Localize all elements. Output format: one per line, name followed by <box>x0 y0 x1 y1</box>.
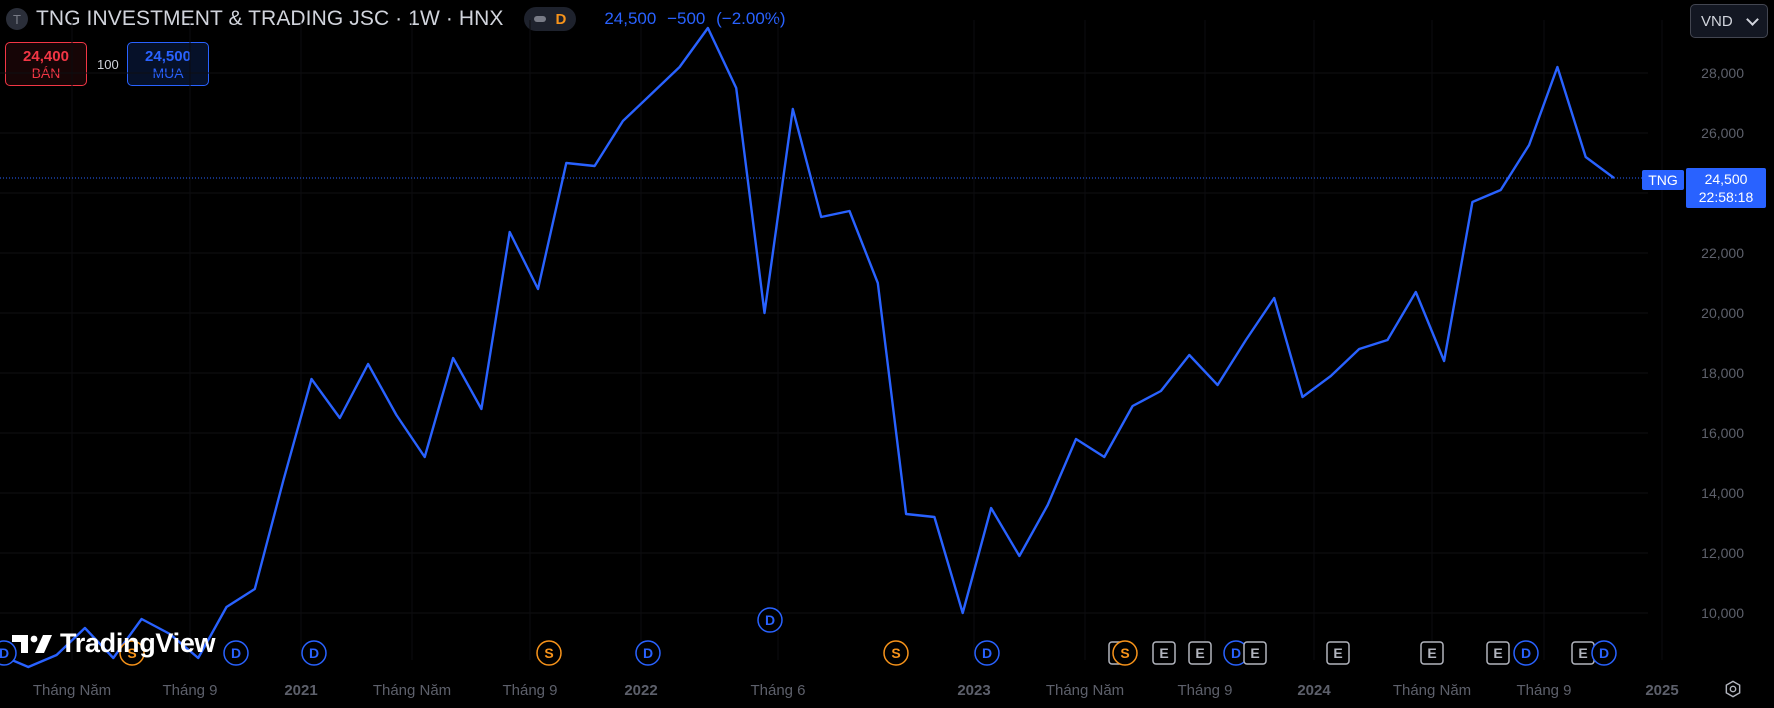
event-markers: DSDDSDDSDEESEDEEEEDED <box>0 607 1617 666</box>
time-axis[interactable]: Tháng Năm Tháng 9 2021 Tháng Năm Tháng 9 2022… <box>33 682 1679 699</box>
chart-grid <box>0 20 1663 660</box>
currency-value: VND <box>1701 12 1733 30</box>
svg-text:E: E <box>1159 645 1168 661</box>
event-marker-e[interactable]: E <box>1326 641 1350 665</box>
x-tick-label: Tháng Năm <box>1393 682 1471 699</box>
svg-text:D: D <box>643 645 653 661</box>
y-tick-label: 28,000 <box>1701 65 1744 81</box>
x-tick-label: Tháng 9 <box>162 682 217 699</box>
buy-button[interactable]: 24,500 MUA <box>127 42 209 86</box>
last-price: 24,500 <box>604 9 657 28</box>
x-tick-label: 2021 <box>284 682 317 699</box>
svg-text:S: S <box>127 645 136 661</box>
svg-text:S: S <box>544 645 553 661</box>
price-change-percent: (−2.00%) <box>716 9 786 28</box>
buy-price: 24,500 <box>145 47 191 65</box>
y-tick-label: 14,000 <box>1701 485 1744 501</box>
sell-button[interactable]: 24,400 BÁN <box>5 42 87 86</box>
current-price-label: 24,500 <box>1705 171 1748 187</box>
svg-text:E: E <box>1250 645 1259 661</box>
tradingview-wordmark: TradingView <box>60 628 216 658</box>
svg-text:D: D <box>1599 645 1609 661</box>
price-series-line <box>0 26 1615 669</box>
event-marker-d[interactable]: D <box>1513 640 1539 666</box>
svg-text:S: S <box>891 645 900 661</box>
event-marker-d[interactable]: D <box>974 640 1000 666</box>
tradingview-icon <box>12 634 52 653</box>
event-marker-e[interactable]: E <box>1420 641 1444 665</box>
x-tick-label: Tháng Năm <box>33 682 111 699</box>
y-tick-label: 18,000 <box>1701 365 1744 381</box>
symbol-label: TNG <box>1648 172 1678 188</box>
event-marker-s[interactable]: S <box>119 640 145 666</box>
x-tick-label: Tháng 9 <box>1177 682 1232 699</box>
settings-icon[interactable] <box>1724 680 1742 698</box>
market-status-pill[interactable]: D <box>523 7 577 31</box>
tradingview-logo[interactable]: TradingView <box>10 628 216 659</box>
svg-text:E: E <box>1493 645 1502 661</box>
x-tick-label: Tháng 9 <box>1516 682 1571 699</box>
x-tick-label: Tháng 9 <box>502 682 557 699</box>
symbol-logo[interactable]: T <box>6 8 28 30</box>
dividend-indicator: D <box>555 10 567 28</box>
sell-price: 24,400 <box>23 47 69 65</box>
y-tick-label: 16,000 <box>1701 425 1744 441</box>
x-tick-label: 2023 <box>957 682 990 699</box>
svg-text:E: E <box>1427 645 1436 661</box>
event-marker-e[interactable]: E <box>1486 641 1510 665</box>
trade-buttons: 24,400 BÁN 100 24,500 MUA <box>5 42 209 86</box>
y-tick-label: 12,000 <box>1701 545 1744 561</box>
svg-text:E: E <box>1578 645 1587 661</box>
svg-text:D: D <box>309 645 319 661</box>
price-axis[interactable]: 28,00026,00024,00022,00020,00018,00016,0… <box>1701 65 1744 621</box>
price-change: −500 <box>667 9 706 28</box>
svg-text:D: D <box>231 645 241 661</box>
svg-text:D: D <box>0 645 9 661</box>
symbol-price-label: TNG 24,500 22:58:18 <box>1642 168 1766 208</box>
bar-countdown: 22:58:18 <box>1699 189 1754 205</box>
event-marker-s[interactable]: S <box>1112 640 1138 666</box>
y-tick-label: 22,000 <box>1701 245 1744 261</box>
minus-icon <box>533 16 546 22</box>
y-tick-label: 20,000 <box>1701 305 1744 321</box>
x-tick-label: Tháng Năm <box>1046 682 1124 699</box>
svg-text:D: D <box>1521 645 1531 661</box>
event-marker-e[interactable]: E <box>1188 641 1212 665</box>
order-quantity[interactable]: 100 <box>97 56 119 72</box>
event-marker-d[interactable]: D <box>1591 640 1617 666</box>
x-tick-label: Tháng Năm <box>373 682 451 699</box>
currency-select[interactable]: VND <box>1690 4 1768 38</box>
svg-text:D: D <box>1231 645 1241 661</box>
y-tick-label: 26,000 <box>1701 125 1744 141</box>
svg-text:E: E <box>1195 645 1204 661</box>
price-quote: 24,500 −500 (−2.00%) <box>604 9 791 29</box>
event-marker-s[interactable]: S <box>883 640 909 666</box>
y-tick-label: 10,000 <box>1701 605 1744 621</box>
x-tick-label: Tháng 6 <box>750 682 805 699</box>
event-marker-d[interactable]: D <box>0 640 17 666</box>
event-marker-d[interactable]: D <box>757 607 783 633</box>
x-tick-label: 2024 <box>1297 682 1331 699</box>
chart-header: T TNG INVESTMENT & TRADING JSC · 1W · HN… <box>6 6 792 32</box>
svg-text:E: E <box>1333 645 1342 661</box>
event-marker-e[interactable]: E <box>1243 641 1267 665</box>
symbol-title[interactable]: TNG INVESTMENT & TRADING JSC · 1W · HNX <box>36 7 504 30</box>
event-marker-d[interactable]: D <box>223 640 249 666</box>
svg-text:D: D <box>982 645 992 661</box>
x-tick-label: 2025 <box>1645 682 1678 699</box>
event-marker-d[interactable]: D <box>635 640 661 666</box>
event-marker-s[interactable]: S <box>536 640 562 666</box>
x-tick-label: 2022 <box>624 682 657 699</box>
event-marker-e[interactable]: E <box>1571 641 1595 665</box>
event-marker-e[interactable]: E <box>1152 641 1176 665</box>
svg-text:S: S <box>1120 645 1129 661</box>
event-marker-d[interactable]: D <box>301 640 327 666</box>
svg-text:D: D <box>765 612 775 628</box>
